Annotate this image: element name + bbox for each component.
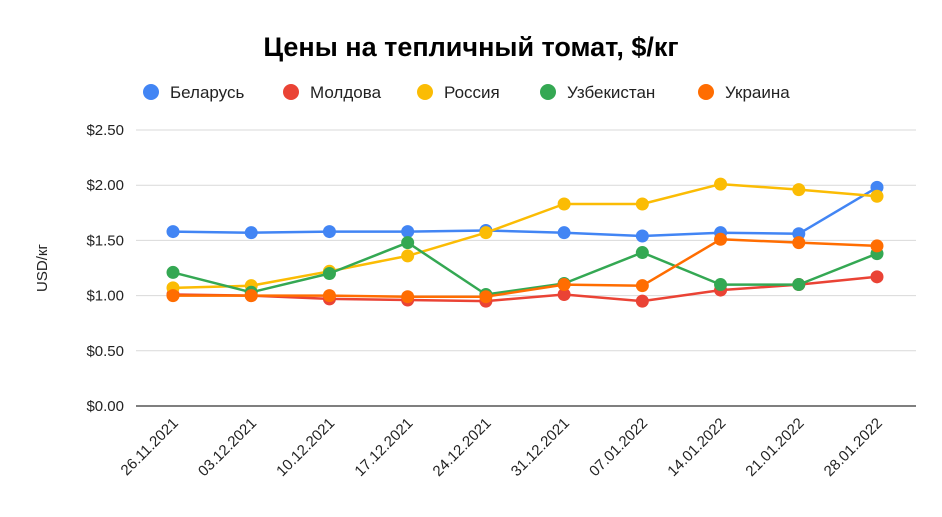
y-tick-label: $2.00 (86, 177, 124, 194)
data-point (557, 287, 571, 301)
legend-marker (143, 84, 159, 100)
data-point (714, 232, 728, 246)
x-tick-label: 17.12.2021 (351, 415, 416, 480)
data-point (792, 278, 806, 292)
data-point (479, 226, 493, 240)
data-point (557, 278, 571, 292)
legend-marker (417, 84, 433, 100)
legend-marker (283, 84, 299, 100)
data-point (635, 229, 649, 243)
legend-label: Россия (444, 83, 500, 102)
data-point (166, 289, 180, 303)
data-point (322, 289, 336, 303)
data-point (479, 290, 493, 304)
y-tick-label: $1.50 (86, 232, 124, 249)
data-point (401, 236, 415, 250)
legend-item: Беларусь (143, 83, 244, 102)
data-point (244, 289, 258, 303)
data-point (792, 236, 806, 250)
data-point (870, 270, 884, 284)
y-tick-label: $2.50 (86, 122, 124, 139)
data-point (792, 183, 806, 197)
y-tick-label: $0.50 (86, 343, 124, 360)
legend-label: Узбекистан (567, 83, 655, 102)
y-axis-label: USD/кг (34, 244, 51, 292)
data-point (166, 225, 180, 239)
data-point (870, 189, 884, 203)
legend-label: Беларусь (170, 83, 244, 102)
legend-label: Молдова (310, 83, 382, 102)
legend: Беларусь Молдова Россия Узбекистан Украина (143, 83, 790, 102)
legend-item: Узбекистан (540, 83, 655, 102)
x-tick-label: 28.01.2022 (821, 415, 886, 480)
y-tick-label: $1.00 (86, 288, 124, 305)
legend-label: Украина (725, 83, 790, 102)
legend-marker (540, 84, 556, 100)
x-tick-label: 03.12.2021 (195, 415, 260, 480)
legend-marker (698, 84, 714, 100)
series-line (172, 182, 878, 290)
data-point (244, 226, 258, 240)
data-point (166, 265, 180, 279)
x-axis: 26.11.2021 03.12.2021 10.12.2021 17.12.2021… (118, 415, 886, 480)
series-line (172, 275, 878, 303)
x-tick-label: 10.12.2021 (273, 415, 338, 480)
data-point (322, 267, 336, 281)
data-point (635, 197, 649, 211)
data-point (557, 197, 571, 211)
x-tick-label: 31.12.2021 (508, 415, 573, 480)
data-point (714, 177, 728, 191)
legend-item: Украина (698, 83, 790, 102)
data-point (322, 225, 336, 239)
data-point (401, 249, 415, 263)
data-point (635, 279, 649, 293)
x-tick-label: 26.11.2021 (118, 415, 182, 479)
series-line (172, 186, 878, 238)
x-tick-label: 24.12.2021 (430, 415, 495, 480)
grid (136, 129, 916, 407)
x-tick-label: 14.01.2022 (664, 415, 729, 480)
y-tick-label: $0.00 (86, 398, 124, 415)
y-axis: $0.00 $0.50 $1.00 $1.50 $2.00 $2.50 (86, 122, 124, 415)
legend-item: Молдова (283, 83, 382, 102)
data-point (401, 290, 415, 304)
series-group (166, 177, 884, 308)
legend-item: Россия (417, 83, 500, 102)
data-point (401, 225, 415, 239)
data-point (870, 239, 884, 253)
series-line (172, 241, 878, 296)
data-point (635, 246, 649, 260)
x-tick-label: 21.01.2022 (742, 415, 807, 480)
data-point (557, 226, 571, 240)
data-point (635, 294, 649, 308)
series-3 (166, 177, 884, 295)
series-1 (166, 180, 884, 243)
data-point (714, 278, 728, 292)
chart-title: Цены на тепличный томат, $/кг (263, 32, 678, 62)
series-5 (166, 232, 884, 304)
series-line (173, 238, 878, 298)
x-tick-label: 07.01.2022 (586, 415, 651, 480)
